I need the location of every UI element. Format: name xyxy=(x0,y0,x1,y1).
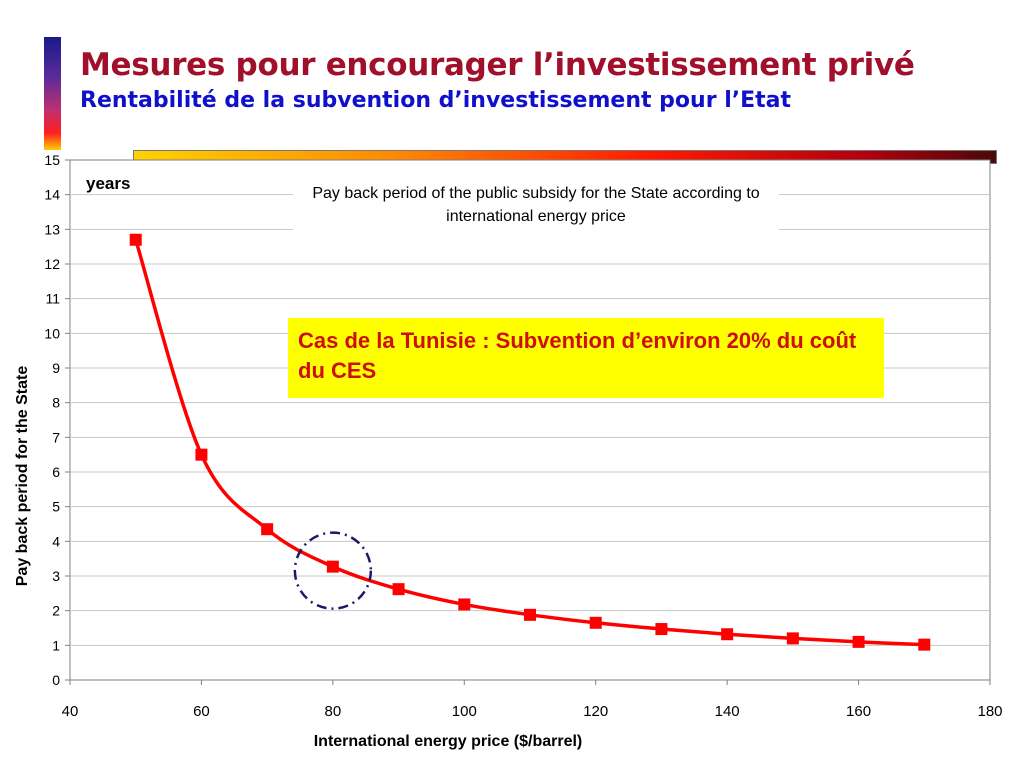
y-tick-label: 13 xyxy=(44,221,60,237)
data-point-marker xyxy=(589,616,602,629)
y-tick-label: 0 xyxy=(52,672,60,688)
data-point-marker xyxy=(918,638,931,651)
data-point-marker xyxy=(261,523,274,536)
y-tick-label: 1 xyxy=(52,637,60,653)
data-point-marker xyxy=(458,598,471,611)
y-axis-label: Pay back period for the State xyxy=(14,366,31,587)
x-tick-label: 40 xyxy=(62,703,79,720)
data-point-marker xyxy=(721,628,734,641)
data-point-marker xyxy=(195,448,208,461)
y-tick-label: 9 xyxy=(52,360,60,376)
data-point-marker xyxy=(786,632,799,645)
x-tick-label: 80 xyxy=(325,703,342,720)
y-tick-label: 10 xyxy=(44,325,60,341)
y-tick-label: 15 xyxy=(44,152,60,168)
plot-area xyxy=(69,159,991,681)
y-tick-label: 2 xyxy=(52,603,60,619)
y-unit-label: years xyxy=(86,174,131,193)
y-tick-label: 5 xyxy=(52,499,60,515)
accent-bar xyxy=(44,37,61,150)
data-point-marker xyxy=(852,635,865,648)
y-tick-label: 14 xyxy=(44,187,60,203)
y-tick-label: 6 xyxy=(52,464,60,480)
y-tick-label: 12 xyxy=(44,256,60,272)
chart-title: Pay back period of the public subsidy fo… xyxy=(293,182,779,246)
x-axis-label: International energy price ($/barrel) xyxy=(314,733,583,750)
highlight-circle xyxy=(293,531,373,610)
data-point-marker xyxy=(129,233,142,246)
y-tick-label: 4 xyxy=(52,533,60,549)
x-tick-label: 100 xyxy=(452,703,477,720)
x-tick-label: 140 xyxy=(715,703,740,720)
data-point-marker xyxy=(655,623,668,636)
page-subtitle: Rentabilité de la subvention d’investiss… xyxy=(80,88,792,113)
x-tick-label: 180 xyxy=(977,703,1002,720)
y-tick-label: 11 xyxy=(45,291,60,307)
data-point-marker xyxy=(524,608,536,621)
y-tick-label: 3 xyxy=(52,568,60,584)
page-title: Mesures pour encourager l’investissement… xyxy=(80,47,915,83)
data-point-marker xyxy=(392,583,405,596)
x-tick-labels: 40 60 80 100 120 140 160 180 xyxy=(62,680,1003,720)
y-tick-label: 7 xyxy=(52,429,60,445)
y-tick-label: 8 xyxy=(52,395,60,411)
tunisia-annotation: Cas de la Tunisie : Subvention d’environ… xyxy=(288,318,884,398)
data-point-marker xyxy=(326,560,339,573)
x-tick-label: 160 xyxy=(846,703,871,720)
x-tick-label: 120 xyxy=(583,703,608,720)
x-tick-label: 60 xyxy=(193,703,210,720)
series-markers xyxy=(129,233,931,651)
